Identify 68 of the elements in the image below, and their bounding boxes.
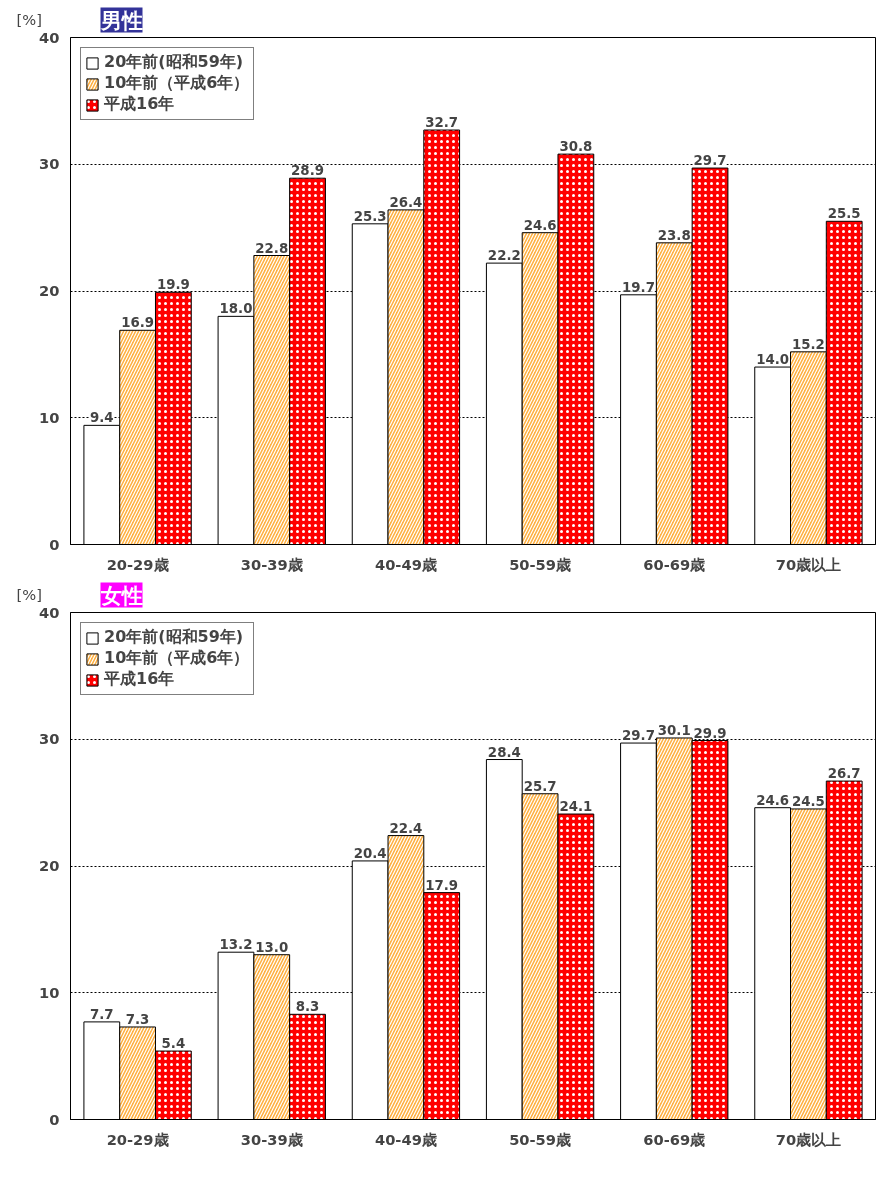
data-label: 22.8 xyxy=(255,240,289,256)
data-label: 15.2 xyxy=(791,336,825,352)
x-tick-label: 40-49歳 xyxy=(374,1130,437,1148)
x-tick-label: 40-49歳 xyxy=(374,555,437,573)
chart-title: 男性 xyxy=(99,7,143,33)
data-label: 23.8 xyxy=(657,227,691,243)
legend-label: 20年前(昭和59年) xyxy=(104,627,244,648)
data-label: 28.9 xyxy=(291,163,324,179)
data-label: 20.4 xyxy=(353,845,387,861)
data-label: 22.2 xyxy=(487,248,521,264)
data-label: 26.4 xyxy=(389,194,423,210)
data-label: 8.3 xyxy=(295,999,320,1015)
x-tick-label: 70歳以上 xyxy=(775,555,842,573)
x-tick-label: 20-29歳 xyxy=(106,1130,169,1148)
y-tick-label: 20 xyxy=(39,857,60,874)
y-tick-label: 10 xyxy=(39,983,60,1001)
data-label: 30.1 xyxy=(657,722,691,738)
data-label: 29.7 xyxy=(693,153,727,169)
data-label: 29.9 xyxy=(693,725,727,741)
data-label: 17.9 xyxy=(425,877,459,893)
data-label: 24.1 xyxy=(559,799,593,815)
data-label: 14.0 xyxy=(756,352,790,368)
y-axis-title: [%] xyxy=(16,585,42,603)
data-label: 28.4 xyxy=(487,744,521,760)
y-tick-label: 0 xyxy=(49,535,60,553)
x-tick-label: 20-29歳 xyxy=(106,555,169,573)
data-label: 29.7 xyxy=(622,728,655,744)
legend-label: 平成16年 xyxy=(104,669,175,690)
data-label: 24.6 xyxy=(756,792,790,808)
data-label: 30.8 xyxy=(559,139,593,155)
y-tick-label: 30 xyxy=(39,155,60,173)
x-tick-label: 70歳以上 xyxy=(775,1130,842,1148)
x-tick-label: 60-69歳 xyxy=(643,1130,706,1148)
data-label: 13.0 xyxy=(255,939,289,955)
data-label: 25.7 xyxy=(523,778,557,794)
data-label: 18.0 xyxy=(219,301,253,317)
y-tick-label: 30 xyxy=(39,730,60,748)
x-tick-label: 50-59歳 xyxy=(509,1130,572,1148)
data-label: 26.7 xyxy=(827,766,861,782)
data-label: 16.9 xyxy=(121,315,155,331)
data-label: 9.4 xyxy=(90,410,114,426)
data-label: 24.6 xyxy=(523,217,557,233)
legend-label: 20年前(昭和59年) xyxy=(104,52,244,73)
x-tick-label: 60-69歳 xyxy=(643,555,706,573)
y-tick-label: 10 xyxy=(39,408,60,426)
y-tick-label: 40 xyxy=(39,28,60,46)
y-tick-label: 40 xyxy=(39,603,60,621)
data-label: 7.7 xyxy=(90,1006,114,1022)
data-label: 25.3 xyxy=(353,208,387,224)
data-label: 25.5 xyxy=(827,206,861,222)
data-label: 7.3 xyxy=(125,1011,150,1027)
chart-title: 女性 xyxy=(99,582,143,608)
legend-label: 平成16年 xyxy=(104,94,175,115)
legend-label: 10年前（平成6年） xyxy=(104,648,250,669)
y-tick-label: 0 xyxy=(49,1110,60,1128)
x-tick-label: 30-39歳 xyxy=(240,555,303,573)
data-label: 13.2 xyxy=(219,937,253,953)
data-label: 24.5 xyxy=(791,793,825,809)
x-tick-label: 50-59歳 xyxy=(509,555,572,573)
y-tick-label: 20 xyxy=(39,282,60,299)
legend-label: 10年前（平成6年） xyxy=(104,73,250,94)
data-label: 19.7 xyxy=(622,279,655,295)
y-axis-title: [%] xyxy=(16,10,42,28)
data-label: 32.7 xyxy=(425,115,459,131)
data-label: 19.9 xyxy=(156,277,190,293)
data-label: 22.4 xyxy=(389,820,423,836)
data-label: 5.4 xyxy=(161,1036,186,1052)
x-tick-label: 30-39歳 xyxy=(240,1130,303,1148)
